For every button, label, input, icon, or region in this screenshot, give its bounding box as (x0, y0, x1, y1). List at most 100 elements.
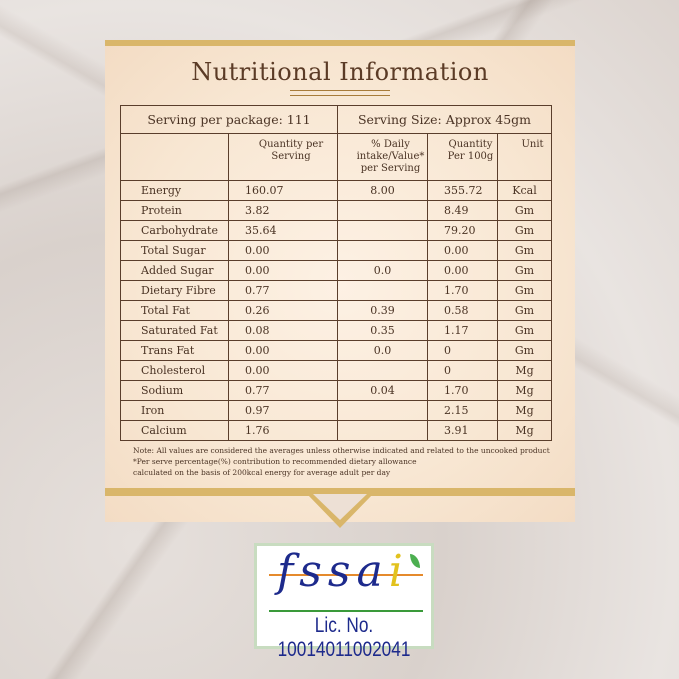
table-cell: 0.00 (228, 360, 338, 381)
table-row: Protein 3.82 8.49 Gm (120, 200, 552, 221)
table-cell (337, 220, 428, 241)
table-cell: Gm (497, 200, 552, 221)
table-cell: 0.77 (228, 280, 338, 301)
table-row: Dietary Fibre 0.77 1.70 Gm (120, 280, 552, 301)
table-cell: 0 (427, 340, 498, 361)
table-cell: 3.82 (228, 200, 338, 221)
leaf-icon (410, 554, 420, 568)
license-number: Lic. No. 10014011002041 (277, 614, 411, 661)
table-cell: 1.76 (228, 420, 338, 441)
table-cell: 0.0 (337, 340, 428, 361)
table-cell: 0.39 (337, 300, 428, 321)
table-cell: 0.97 (228, 400, 338, 421)
column-header-row: Quantity per Serving % Daily intake/Valu… (120, 133, 552, 181)
table-cell: 0.26 (228, 300, 338, 321)
table-cell: Added Sugar (120, 260, 229, 281)
table-cell: 1.17 (427, 320, 498, 341)
fssai-logo-box: fssai Lic. No. 10014011002041 (254, 543, 434, 661)
table-cell: 0.00 (427, 240, 498, 261)
table-cell (337, 200, 428, 221)
flourish-divider (290, 90, 390, 96)
nutrition-table: Serving per package: 111 Serving Size: A… (120, 105, 552, 441)
table-row: Calcium 1.76 3.91 Mg (120, 420, 552, 441)
table-cell: 0.00 (228, 260, 338, 281)
table-cell: 0.00 (228, 240, 338, 261)
table-cell: Saturated Fat (120, 320, 229, 341)
table-row: Sodium 0.77 0.04 1.70 Mg (120, 380, 552, 401)
table-cell: Mg (497, 380, 552, 401)
table-cell: Protein (120, 200, 229, 221)
table-cell: 8.49 (427, 200, 498, 221)
table-row: Total Sugar 0.00 0.00 Gm (120, 240, 552, 261)
table-cell: 79.20 (427, 220, 498, 241)
table-cell: 35.64 (228, 220, 338, 241)
table-cell: 2.15 (427, 400, 498, 421)
table-cell: Gm (497, 340, 552, 361)
table-cell: Gm (497, 280, 552, 301)
table-cell (337, 280, 428, 301)
table-cell: 160.07 (228, 180, 338, 201)
table-cell: 355.72 (427, 180, 498, 201)
table-cell: Gm (497, 260, 552, 281)
serving-row: Serving per package: 111 Serving Size: A… (120, 105, 552, 134)
table-cell: Gm (497, 240, 552, 261)
table-cell: Gm (497, 300, 552, 321)
table-cell: 8.00 (337, 180, 428, 201)
fssai-logo: fssai (277, 546, 409, 597)
table-cell: Mg (497, 400, 552, 421)
table-cell: 3.91 (427, 420, 498, 441)
table-cell: Kcal (497, 180, 552, 201)
table-cell: 0.00 (427, 260, 498, 281)
table-cell: Gm (497, 220, 552, 241)
table-row: Added Sugar 0.00 0.0 0.00 Gm (120, 260, 552, 281)
table-cell: Dietary Fibre (120, 280, 229, 301)
table-cell: 0.58 (427, 300, 498, 321)
table-row: Iron 0.97 2.15 Mg (120, 400, 552, 421)
table-cell: 1.70 (427, 380, 498, 401)
table-cell: Total Sugar (120, 240, 229, 261)
table-cell: Energy (120, 180, 229, 201)
table-cell: 1.70 (427, 280, 498, 301)
table-cell: 0.00 (228, 340, 338, 361)
orange-line (269, 574, 423, 576)
table-cell (337, 400, 428, 421)
note: Note: All values are considered the aver… (133, 446, 550, 455)
table-cell: Calcium (120, 420, 229, 441)
table-cell (337, 360, 428, 381)
gold-border (105, 488, 575, 496)
table-cell (337, 420, 428, 441)
table-cell (337, 240, 428, 261)
table-cell: Total Fat (120, 300, 229, 321)
page-title: Nutritional Information (191, 58, 489, 86)
table-cell: 0.04 (337, 380, 428, 401)
table-row: Total Fat 0.26 0.39 0.58 Gm (120, 300, 552, 321)
table-cell: Cholesterol (120, 360, 229, 381)
table-cell: Carbohydrate (120, 220, 229, 241)
table-cell: Mg (497, 360, 552, 381)
table-cell: Gm (497, 320, 552, 341)
table-cell: 0.08 (228, 320, 338, 341)
footnotes: Note: All values are considered the aver… (133, 445, 553, 478)
table-cell: Trans Fat (120, 340, 229, 361)
table-row: Trans Fat 0.00 0.0 0 Gm (120, 340, 552, 361)
table-row: Saturated Fat 0.08 0.35 1.17 Gm (120, 320, 552, 341)
column-header: Quantity per Serving (228, 133, 338, 181)
table-row: Energy 160.07 8.00 355.72 Kcal (120, 180, 552, 201)
table-cell: 0.0 (337, 260, 428, 281)
table-row: Cholesterol 0.00 0 Mg (120, 360, 552, 381)
serving-size: Serving Size: Approx 45gm (337, 105, 552, 134)
table-cell: Mg (497, 420, 552, 441)
table-cell: 0.77 (228, 380, 338, 401)
table-cell: 0.35 (337, 320, 428, 341)
column-header: % Daily intake/Value* per Serving (337, 133, 428, 181)
green-line (269, 610, 423, 612)
table-cell: Iron (120, 400, 229, 421)
note: *Per serve percentage(%) contribution to… (133, 457, 417, 477)
serving-per-package: Serving per package: 111 (120, 105, 338, 134)
table-row: Carbohydrate 35.64 79.20 Gm (120, 220, 552, 241)
table-cell: 0 (427, 360, 498, 381)
header-blank (120, 133, 229, 181)
column-header: Unit (497, 133, 552, 181)
column-header: Quantity Per 100g (427, 133, 498, 181)
table-cell: Sodium (120, 380, 229, 401)
